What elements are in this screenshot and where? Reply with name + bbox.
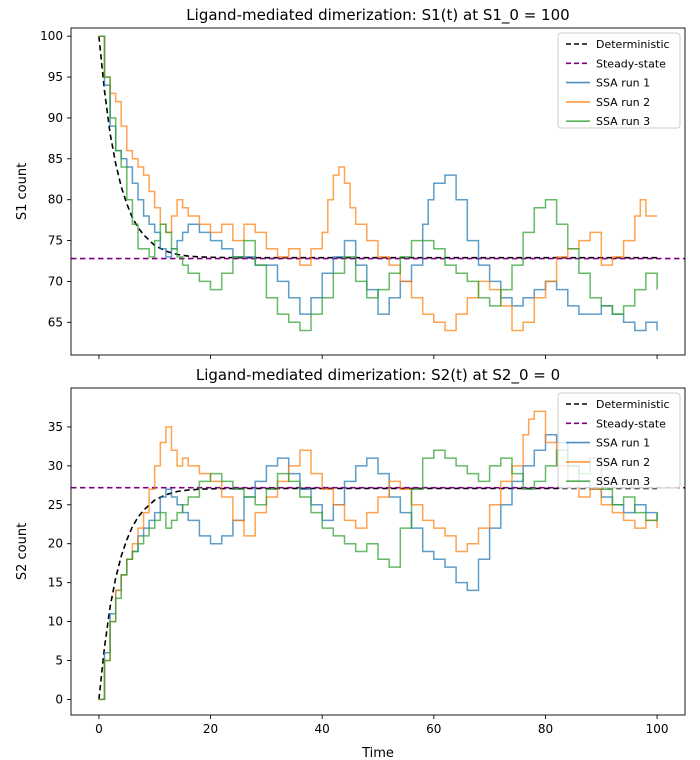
y-tick-label: 90 xyxy=(48,111,63,125)
chart-title: Ligand-mediated dimerization: S2(t) at S… xyxy=(196,366,560,385)
legend-entry: SSA run 2 xyxy=(596,96,650,109)
y-tick-label: 20 xyxy=(48,537,63,551)
y-tick-label: 75 xyxy=(48,234,63,248)
y-tick-label: 65 xyxy=(48,315,63,329)
y-tick-label: 10 xyxy=(48,615,63,629)
x-axis-label: Time xyxy=(361,746,394,760)
deterministic-line xyxy=(98,487,658,700)
legend-entry: Steady-state xyxy=(596,417,666,430)
s1-chart: Ligand-mediated dimerization: S1(t) at S… xyxy=(15,6,686,359)
chart-title: Ligand-mediated dimerization: S1(t) at S… xyxy=(186,6,569,25)
s2-chart: Ligand-mediated dimerization: S2(t) at S… xyxy=(15,366,686,736)
legend: Deterministic Steady-state SSA run 1 SSA ru… xyxy=(557,32,681,129)
x-tick-label: 80 xyxy=(538,722,553,736)
ssa-run-2-line xyxy=(98,410,658,701)
plot-area xyxy=(71,35,685,332)
ssa-run-3-line xyxy=(98,449,658,701)
legend: Deterministic Steady-state SSA run 1 SSA ru… xyxy=(557,392,681,489)
y-axis-label: S2 count xyxy=(15,523,30,580)
y-tick-label: 95 xyxy=(48,70,63,84)
y-tick-label: 100 xyxy=(40,29,63,43)
x-tick-label: 40 xyxy=(315,722,330,736)
ssa-run-3-line xyxy=(98,35,658,332)
x-tick-label: 20 xyxy=(203,722,218,736)
legend-box xyxy=(557,392,681,489)
y-tick-label: 0 xyxy=(55,692,63,706)
axes-frame xyxy=(70,27,686,356)
x-tick-label: 100 xyxy=(646,722,669,736)
legend-entry: SSA run 1 xyxy=(596,77,650,90)
legend-entry: SSA run 2 xyxy=(596,456,650,469)
y-tick-label: 25 xyxy=(48,498,63,512)
legend-entry: SSA run 1 xyxy=(596,437,650,450)
ssa-run-2-line xyxy=(98,35,658,332)
y-tick-label: 5 xyxy=(55,654,63,668)
legend-box xyxy=(557,32,681,129)
x-tick-label: 0 xyxy=(95,722,103,736)
y-tick-label: 80 xyxy=(48,193,63,207)
y-axis-label: S1 count xyxy=(15,163,30,220)
y-tick-label: 15 xyxy=(48,576,63,590)
plot-area xyxy=(71,410,685,701)
axes-frame xyxy=(70,387,686,716)
legend-entry: SSA run 3 xyxy=(596,475,650,488)
x-tick-label: 60 xyxy=(426,722,441,736)
y-tick-label: 30 xyxy=(48,459,63,473)
y-tick-label: 70 xyxy=(48,274,63,288)
y-tick-label: 35 xyxy=(48,420,63,434)
legend-entry: Steady-state xyxy=(596,57,666,70)
legend-entry: Deterministic xyxy=(596,38,670,51)
y-tick-label: 85 xyxy=(48,152,63,166)
legend-entry: SSA run 3 xyxy=(596,115,650,128)
legend-entry: Deterministic xyxy=(596,398,670,411)
